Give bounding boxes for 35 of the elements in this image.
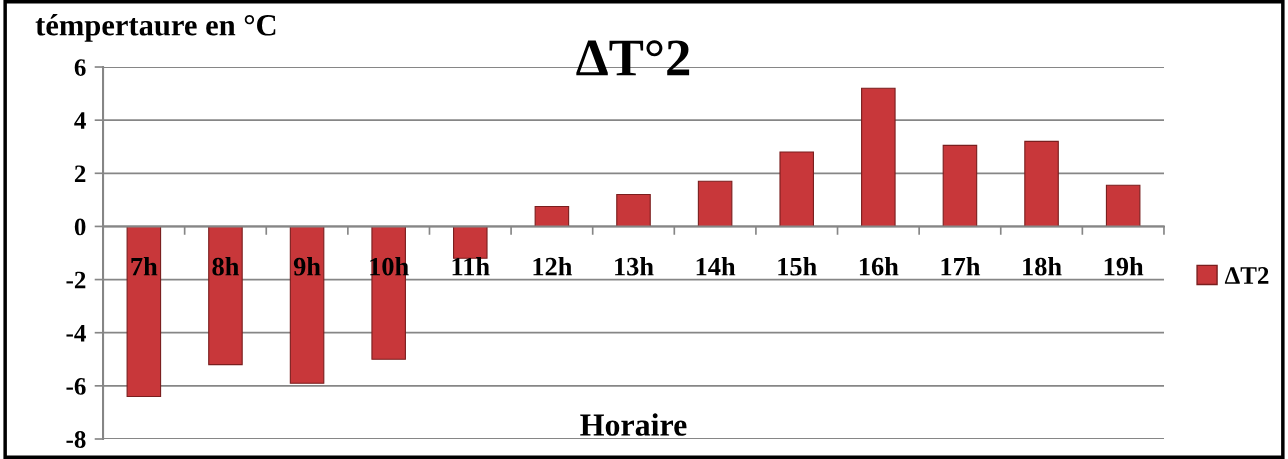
x-tick-label: 14h: [696, 256, 736, 276]
x-tick-label: 15h: [778, 256, 817, 276]
y-tick-label: 0: [74, 218, 86, 236]
y-tick-label: 2: [74, 165, 86, 182]
bar: [126, 225, 162, 398]
x-tick-label: 13h: [615, 256, 654, 276]
bar: [861, 87, 896, 227]
x-tick-label: 17h: [941, 256, 981, 276]
bar: [1105, 184, 1141, 227]
x-tick-label: 19h: [1104, 256, 1144, 276]
bar: [289, 225, 325, 384]
x-axis-title: Horaire: [580, 413, 687, 436]
bar: [616, 193, 651, 227]
y-tick-label: 4: [74, 112, 86, 129]
x-tick-label: 9h: [293, 256, 321, 276]
y-tick-label: -6: [66, 377, 86, 395]
y-tick-label: -2: [66, 271, 86, 289]
legend-label: ΔT2: [1224, 267, 1269, 284]
x-tick-label: 8h: [212, 256, 239, 276]
x-tick-label: 18h: [1023, 256, 1062, 276]
bar: [779, 151, 815, 227]
x-tick-label: 7h: [131, 256, 158, 276]
bar: [697, 180, 733, 227]
bar: [208, 225, 243, 366]
x-tick-label: 11h: [452, 256, 490, 276]
chart-title: ΔT°2: [576, 40, 690, 76]
bar: [452, 225, 488, 259]
x-tick-label: 12h: [533, 256, 573, 276]
y-axis-title: témpertaure en °C: [35, 14, 276, 42]
x-tick-label: 16h: [859, 256, 899, 276]
y-tick-label: -8: [66, 431, 86, 448]
bar: [1024, 140, 1059, 227]
y-tick-label: 6: [74, 59, 86, 76]
bar: [942, 144, 978, 227]
y-tick-label: -4: [66, 324, 86, 342]
